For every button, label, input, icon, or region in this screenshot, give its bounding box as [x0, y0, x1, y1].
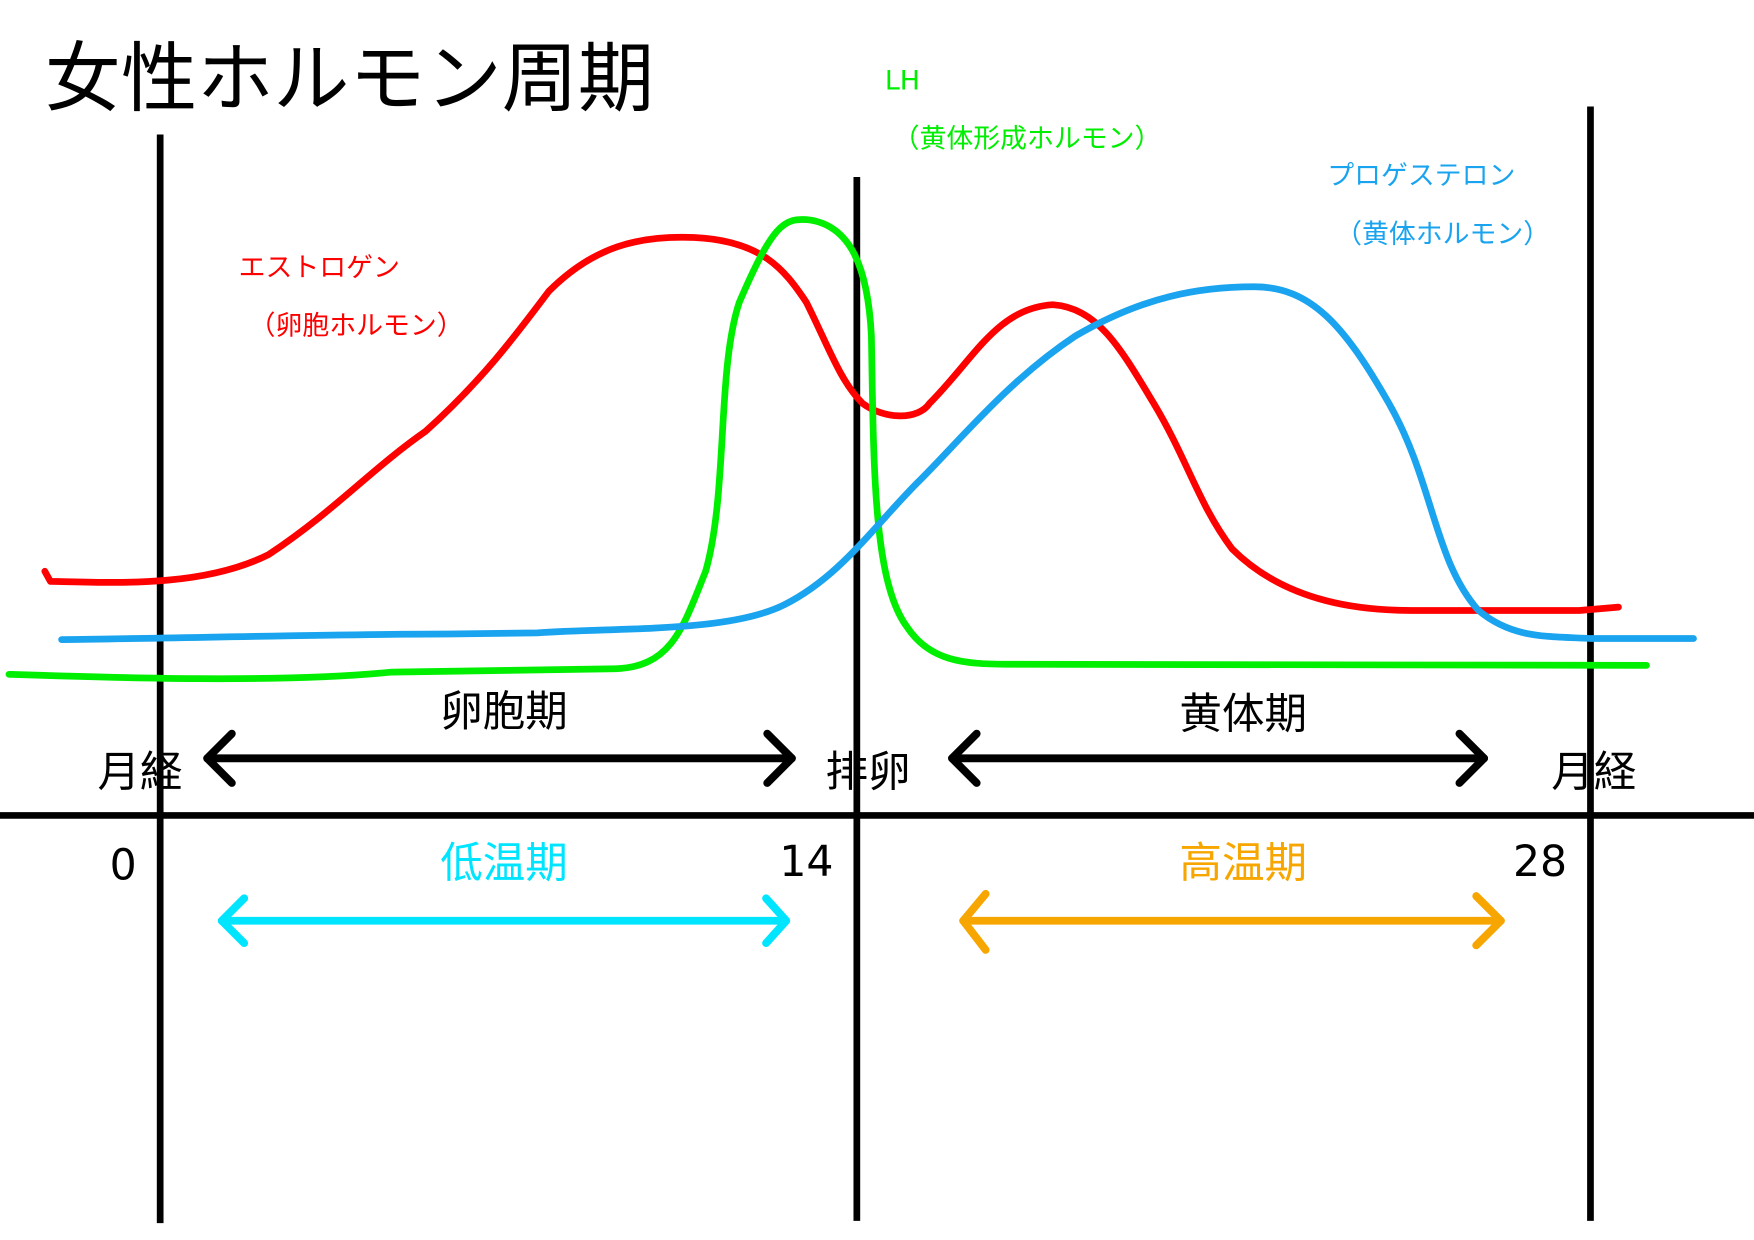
day-label: 28 — [1513, 837, 1567, 887]
phase-arrow — [948, 729, 1488, 787]
hormone-note: （黄体形成ホルモン） — [893, 124, 1162, 155]
temperature-arrow — [959, 889, 1505, 954]
day-label: 0 — [110, 841, 137, 891]
day-label: 14 — [779, 837, 833, 887]
temperature-arrow — [217, 894, 791, 948]
hormone-name: プロゲステロン — [1327, 161, 1515, 192]
event-label: 月経 — [97, 748, 182, 798]
hormone-note: （黄体ホルモン） — [1335, 219, 1550, 250]
phase-label: 黄体期 — [1179, 689, 1307, 739]
progesterone-curve — [58, 283, 1697, 643]
estrogen-curve — [41, 233, 1622, 614]
temperature-label: 低温期 — [440, 838, 568, 888]
title: 女性ホルモン周期 — [45, 34, 654, 123]
event-label: 排卵 — [825, 748, 910, 798]
hormone-note: （卵胞ホルモン） — [249, 311, 464, 342]
temperature-label: 高温期 — [1179, 838, 1307, 888]
hormone-name: LH — [885, 65, 920, 96]
phase-arrow — [203, 729, 796, 787]
event-label: 月経 — [1551, 748, 1636, 798]
phase-label: 卵胞期 — [440, 687, 568, 737]
hormone-name: エストロゲン — [239, 252, 400, 283]
lh-curve — [5, 216, 1650, 683]
